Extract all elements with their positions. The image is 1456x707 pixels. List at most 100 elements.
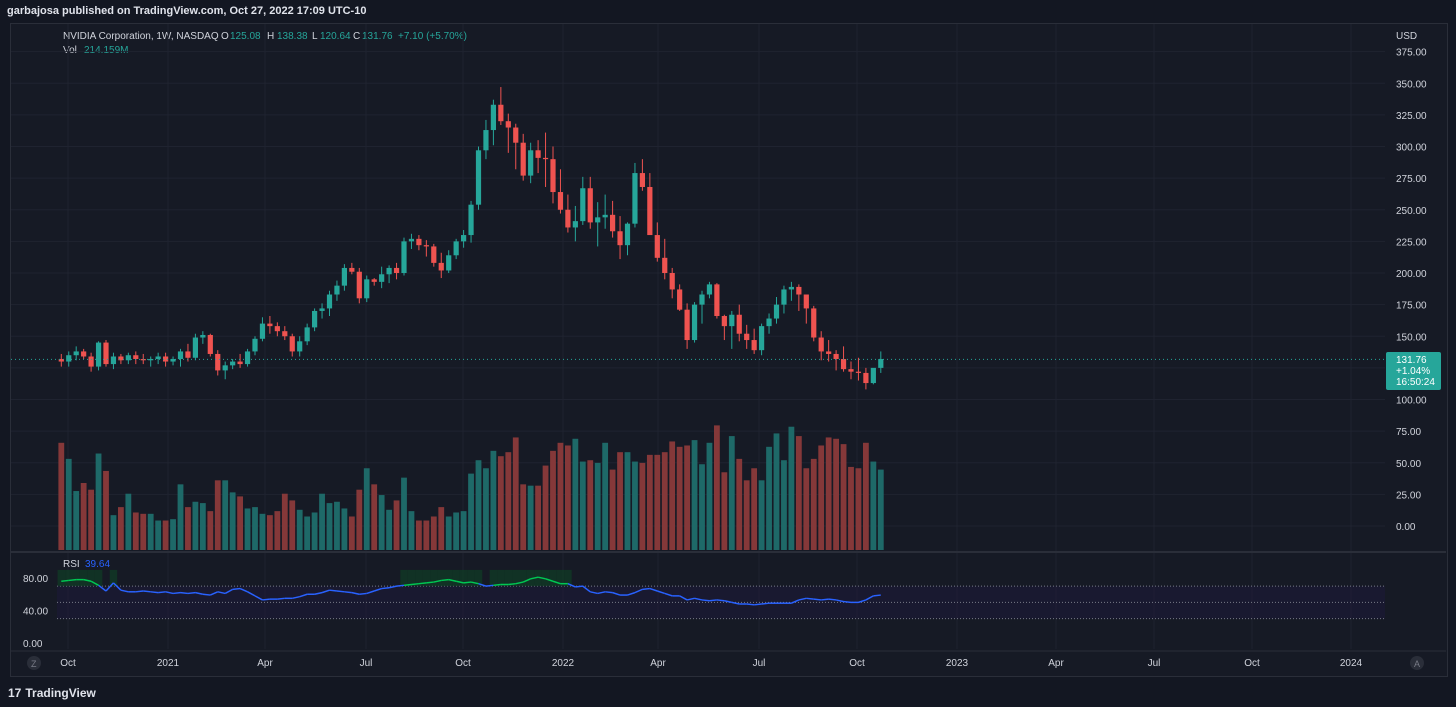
volume-bar — [661, 452, 668, 550]
time-tick-label: Oct — [60, 658, 76, 669]
volume-bar — [654, 454, 661, 550]
volume-bar — [714, 425, 720, 550]
volume-bar — [438, 507, 445, 550]
volume-bar — [840, 444, 847, 550]
candle-body — [669, 273, 675, 290]
candle-body — [818, 337, 824, 352]
candle-body — [572, 221, 578, 228]
volume-bar — [371, 484, 378, 550]
time-axis[interactable]: Oct 2021 Apr Jul Oct 2022 Apr Jul Oct 2023 Apr Jul O… — [60, 658, 1362, 669]
candle-body — [453, 241, 459, 256]
rsi-overbought-fill — [519, 569, 527, 587]
volume-bar — [252, 507, 258, 550]
candle-body — [446, 255, 452, 271]
candle-body — [133, 355, 139, 360]
candle-body — [557, 192, 564, 210]
volume-bar — [490, 450, 497, 550]
rsi-line-segment — [642, 587, 650, 591]
rsi-line-segment — [165, 591, 174, 595]
volume-bar — [326, 503, 333, 550]
price-tick-label: 150.00 — [1396, 332, 1427, 343]
rsi-line-segment — [150, 591, 159, 594]
time-tick-label: Apr — [1048, 658, 1064, 669]
volume-bar — [624, 452, 631, 550]
candle-body — [490, 104, 496, 131]
candle-body — [58, 359, 64, 362]
legend-open-label: O — [221, 31, 229, 42]
rsi-overbought-fill — [407, 569, 416, 587]
time-tick-label: 2024 — [1340, 658, 1363, 669]
rsi-line-segment — [709, 599, 717, 602]
candle-body — [289, 336, 295, 352]
timezone-button[interactable]: Z — [27, 656, 41, 670]
rsi-overbought-fill — [109, 569, 118, 587]
volume-bar — [877, 469, 884, 550]
volume-bar — [416, 520, 422, 550]
rsi-line-segment — [321, 589, 330, 594]
rsi-overbought-fill — [549, 569, 557, 587]
candle-body — [393, 267, 400, 273]
candle-body — [259, 323, 266, 339]
legend-change: +7.10 (+5.70%) — [398, 31, 467, 42]
volume-bar — [58, 442, 65, 550]
rsi-overbought-fill — [459, 569, 468, 587]
rsi-overbought-fill — [87, 569, 95, 587]
legend-low-value: 120.64 — [320, 31, 351, 42]
volume-bar — [378, 495, 385, 550]
legend-symbol: NVIDIA Corporation, 1W, NASDAQ — [63, 31, 219, 42]
rsi-line-segment — [292, 595, 300, 600]
rsi-line-segment — [68, 578, 77, 582]
candle-body — [878, 359, 884, 368]
candle-body — [364, 279, 370, 299]
rsi-line-segment — [537, 576, 546, 580]
rsi-line-segment — [605, 591, 613, 594]
volume-bar — [691, 440, 698, 550]
candle-body — [192, 337, 198, 358]
price-tick-label: 200.00 — [1396, 269, 1427, 280]
rsi-label: RSI — [63, 559, 80, 570]
candle-body — [334, 285, 340, 295]
candle-body — [66, 355, 72, 362]
volume-bar — [848, 466, 854, 550]
tradingview-logo[interactable]: 17 TradingView — [8, 686, 96, 700]
rsi-line-segment — [865, 595, 874, 601]
rsi-line-segment — [314, 591, 323, 595]
volume-bar — [401, 477, 407, 550]
candle-body — [356, 271, 362, 299]
rsi-overbought-fill — [452, 569, 460, 587]
rsi-overbought-fill — [512, 569, 520, 587]
publish-text: garbajosa published on TradingView.com, … — [7, 5, 367, 17]
auto-scale-button[interactable]: A — [1410, 656, 1424, 670]
rsi-line-segment — [277, 597, 285, 600]
rsi-line-segment — [254, 595, 263, 601]
rsi-line-segment — [828, 598, 837, 601]
price-axis[interactable]: 0.0025.0050.0075.00100.00125.00150.00175… — [1396, 48, 1427, 533]
volume-bar — [229, 492, 236, 550]
candle-body — [826, 351, 832, 354]
volume-bar — [758, 480, 765, 550]
rsi-pane: 0.00 40.00 80.00 — [23, 569, 1385, 650]
volume-bar — [393, 500, 400, 550]
rsi-line-segment — [627, 591, 636, 596]
rsi-line-segment — [552, 580, 561, 585]
candle-body — [416, 238, 422, 246]
rsi-line-segment — [873, 594, 881, 597]
rsi-line-segment — [567, 583, 576, 588]
candle-body — [73, 351, 79, 356]
rsi-line-segment — [701, 599, 710, 602]
candle-body — [408, 238, 415, 242]
candle-body — [304, 327, 310, 342]
candle-body — [103, 342, 109, 365]
candle-body — [617, 231, 623, 246]
volume-bar — [520, 484, 527, 550]
volume-bar — [766, 446, 772, 550]
candle-body — [252, 338, 258, 352]
volume-bar — [684, 445, 690, 550]
volume-bar — [676, 446, 683, 550]
rsi-line-segment — [262, 598, 270, 601]
candle-body — [565, 209, 571, 228]
volume-bar — [646, 454, 653, 550]
rsi-line-segment — [746, 603, 755, 606]
last-price-label: 131.76 +1.04% 16:50:24 — [1386, 352, 1441, 390]
